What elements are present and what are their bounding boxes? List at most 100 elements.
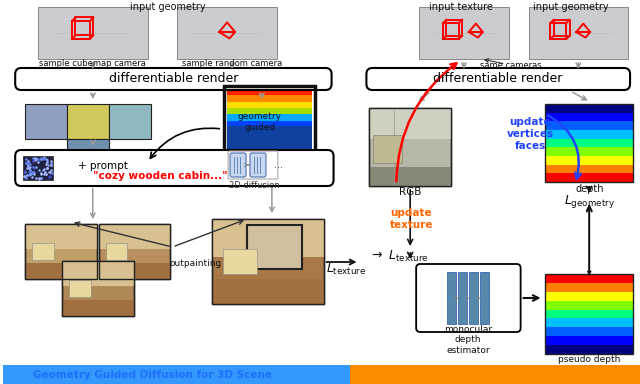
- Bar: [25, 224, 97, 279]
- Text: pseudo depth: pseudo depth: [558, 356, 620, 364]
- FancyBboxPatch shape: [15, 68, 332, 90]
- FancyBboxPatch shape: [367, 68, 630, 90]
- Bar: [69, 280, 91, 297]
- Bar: [227, 120, 312, 127]
- Bar: [350, 365, 640, 384]
- Bar: [99, 224, 170, 279]
- Bar: [469, 272, 478, 324]
- Bar: [545, 318, 633, 327]
- Bar: [212, 219, 324, 304]
- Bar: [247, 225, 301, 269]
- Text: + prompt: + prompt: [78, 161, 128, 171]
- Text: ...: ...: [274, 160, 283, 170]
- Text: Geometry Guided Diffusion for 3D Scene: Geometry Guided Diffusion for 3D Scene: [33, 369, 272, 379]
- Bar: [545, 274, 633, 354]
- Text: Mesh Optimization: Mesh Optimization: [426, 369, 536, 379]
- Bar: [227, 108, 312, 114]
- Text: "cozy wooden cabin...": "cozy wooden cabin...": [93, 171, 227, 181]
- Bar: [223, 249, 257, 274]
- FancyBboxPatch shape: [230, 153, 246, 177]
- Bar: [419, 7, 509, 59]
- Bar: [369, 108, 451, 139]
- Bar: [545, 300, 633, 310]
- Bar: [227, 114, 312, 121]
- Bar: [227, 126, 312, 154]
- Text: same cameras: same cameras: [480, 61, 541, 71]
- Bar: [25, 104, 67, 139]
- Bar: [545, 104, 633, 182]
- Bar: [62, 261, 134, 316]
- FancyBboxPatch shape: [416, 264, 520, 332]
- Text: input geometry: input geometry: [532, 2, 608, 12]
- Text: monocular
depth
estimator: monocular depth estimator: [444, 325, 492, 355]
- Bar: [25, 224, 97, 279]
- Bar: [374, 135, 402, 162]
- Text: update
vertices
faces: update vertices faces: [507, 118, 554, 151]
- Bar: [545, 156, 633, 165]
- Bar: [369, 108, 451, 186]
- Text: update
texture: update texture: [389, 208, 433, 230]
- Bar: [545, 336, 633, 345]
- Bar: [25, 224, 97, 249]
- Bar: [212, 278, 324, 304]
- Bar: [545, 121, 633, 130]
- Bar: [227, 95, 312, 102]
- Bar: [545, 273, 633, 283]
- Bar: [545, 309, 633, 318]
- Text: sample random camera: sample random camera: [182, 60, 282, 68]
- Bar: [106, 243, 127, 260]
- Bar: [62, 300, 134, 316]
- Text: $L_\mathrm{texture}$: $L_\mathrm{texture}$: [326, 262, 367, 276]
- Bar: [62, 261, 134, 286]
- Text: input geometry: input geometry: [130, 2, 205, 12]
- Text: geometry
guided: geometry guided: [238, 112, 282, 132]
- Text: $\rightarrow\ L_\mathrm{texture}$: $\rightarrow\ L_\mathrm{texture}$: [369, 248, 429, 263]
- Text: sample cubemap camera: sample cubemap camera: [40, 60, 147, 68]
- Bar: [545, 344, 633, 354]
- Bar: [545, 327, 633, 336]
- Bar: [212, 219, 324, 257]
- Bar: [99, 263, 170, 279]
- Bar: [227, 88, 312, 95]
- Bar: [99, 224, 170, 249]
- Bar: [369, 108, 451, 186]
- Bar: [529, 7, 628, 59]
- Bar: [458, 272, 467, 324]
- Bar: [545, 164, 633, 173]
- Bar: [62, 261, 134, 316]
- Text: input texture: input texture: [429, 2, 493, 12]
- Bar: [99, 224, 170, 279]
- Bar: [545, 138, 633, 147]
- Bar: [25, 263, 97, 279]
- Text: depth: depth: [575, 184, 604, 194]
- Bar: [3, 365, 350, 384]
- Bar: [67, 104, 109, 139]
- FancyBboxPatch shape: [250, 153, 266, 177]
- Bar: [224, 86, 315, 157]
- Bar: [545, 112, 633, 121]
- Bar: [369, 167, 451, 186]
- Bar: [545, 282, 633, 292]
- Bar: [447, 272, 456, 324]
- Bar: [23, 156, 53, 180]
- Bar: [67, 139, 109, 174]
- Bar: [480, 272, 489, 324]
- Bar: [545, 173, 633, 182]
- Bar: [545, 129, 633, 139]
- Bar: [545, 291, 633, 301]
- Text: differentiable render: differentiable render: [433, 73, 563, 86]
- Bar: [38, 7, 148, 59]
- Bar: [545, 147, 633, 156]
- Text: outpainting: outpainting: [169, 260, 221, 268]
- Bar: [212, 219, 324, 304]
- Bar: [227, 101, 312, 108]
- Text: 2D diffusion: 2D diffusion: [228, 180, 279, 189]
- Text: differentiable render: differentiable render: [109, 73, 238, 86]
- Bar: [109, 104, 150, 139]
- Bar: [32, 243, 54, 260]
- Bar: [177, 7, 277, 59]
- Bar: [545, 104, 633, 113]
- Text: $L_\mathrm{geometry}$: $L_\mathrm{geometry}$: [564, 194, 615, 210]
- Text: RGB: RGB: [399, 187, 421, 197]
- FancyBboxPatch shape: [15, 150, 333, 186]
